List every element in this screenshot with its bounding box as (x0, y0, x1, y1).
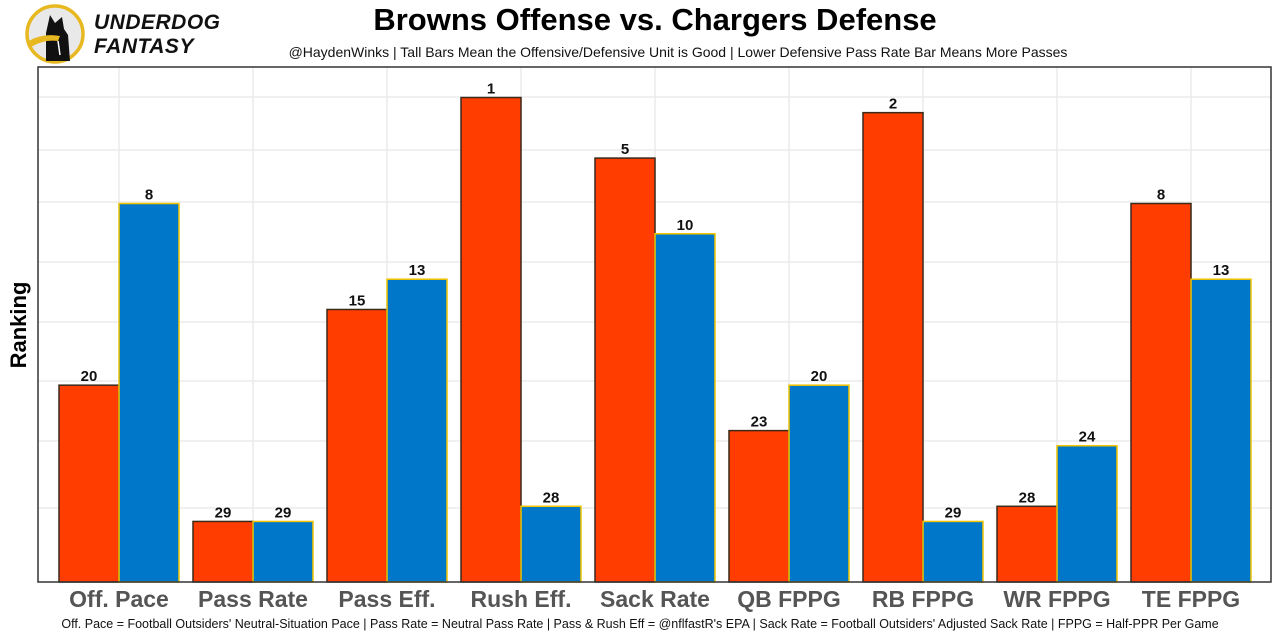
offense-bar-1 (58, 384, 120, 583)
data-label: 29 (275, 504, 292, 521)
underdog-fantasy-logo: UNDERDOG FANTASY (24, 3, 254, 65)
defense-bar-5 (654, 233, 716, 583)
offense-bar-2 (192, 520, 254, 583)
plot-frame (37, 66, 1272, 583)
y-axis-label: Ranking (6, 282, 31, 369)
brand-line2: FANTASY (94, 35, 194, 58)
defense-bar-6 (788, 384, 850, 583)
x-tick-label: Rush Eff. (471, 586, 572, 612)
data-label: 28 (1019, 489, 1036, 506)
bars (58, 96, 1252, 583)
data-label: 20 (81, 368, 98, 385)
data-label: 10 (677, 217, 694, 234)
offense-bar-8 (996, 505, 1058, 583)
x-tick-label: Pass Rate (198, 586, 308, 612)
defense-bar-4 (520, 505, 582, 583)
defense-bar-1 (118, 202, 180, 583)
data-label: 5 (621, 141, 629, 158)
offense-bar-6 (728, 429, 790, 583)
offense-bar-9 (1130, 202, 1192, 583)
data-label: 2 (889, 96, 897, 113)
x-tick-label: Off. Pace (69, 586, 169, 612)
data-label: 13 (409, 262, 426, 279)
data-label: 24 (1079, 429, 1096, 446)
x-tick-label: RB FPPG (872, 586, 974, 612)
brand-line1: UNDERDOG (94, 11, 221, 34)
defense-bar-3 (386, 278, 448, 583)
defense-bar-8 (1056, 444, 1118, 583)
offense-bar-4 (460, 96, 522, 583)
defense-bar-7 (922, 520, 984, 583)
x-tick-label: TE FPPG (1142, 586, 1240, 612)
defense-bar-2 (252, 520, 314, 583)
data-label: 8 (1157, 187, 1165, 204)
data-label: 23 (751, 414, 768, 431)
chart-caption: Off. Pace = Football Outsiders' Neutral-… (61, 617, 1219, 631)
chart-subtitle: @HaydenWinks | Tall Bars Mean the Offens… (288, 44, 1068, 60)
data-label: 8 (145, 187, 153, 204)
offense-bar-3 (326, 308, 388, 583)
chart-title: Browns Offense vs. Chargers Defense (373, 2, 937, 37)
defense-bar-9 (1190, 278, 1252, 583)
x-tick-labels: Off. Pace Pass Rate Pass Eff. Rush Eff. Sack… (69, 586, 1240, 612)
dog-logo-icon (25, 4, 85, 64)
data-label: 1 (487, 81, 495, 98)
data-label: 29 (945, 504, 962, 521)
data-labels: 20 8 29 29 15 13 1 28 5 10 23 20 2 29 28 24 8 13 (81, 81, 1230, 522)
offense-bar-5 (594, 157, 656, 583)
x-tick-label: Sack Rate (600, 586, 710, 612)
data-label: 15 (349, 292, 366, 309)
x-tick-label: WR FPPG (1003, 586, 1110, 612)
data-label: 28 (543, 489, 560, 506)
data-label: 20 (811, 368, 828, 385)
x-tick-label: Pass Eff. (338, 586, 435, 612)
data-label: 29 (215, 504, 232, 521)
offense-bar-7 (862, 111, 924, 583)
data-label: 13 (1213, 262, 1230, 279)
x-tick-label: QB FPPG (737, 586, 841, 612)
